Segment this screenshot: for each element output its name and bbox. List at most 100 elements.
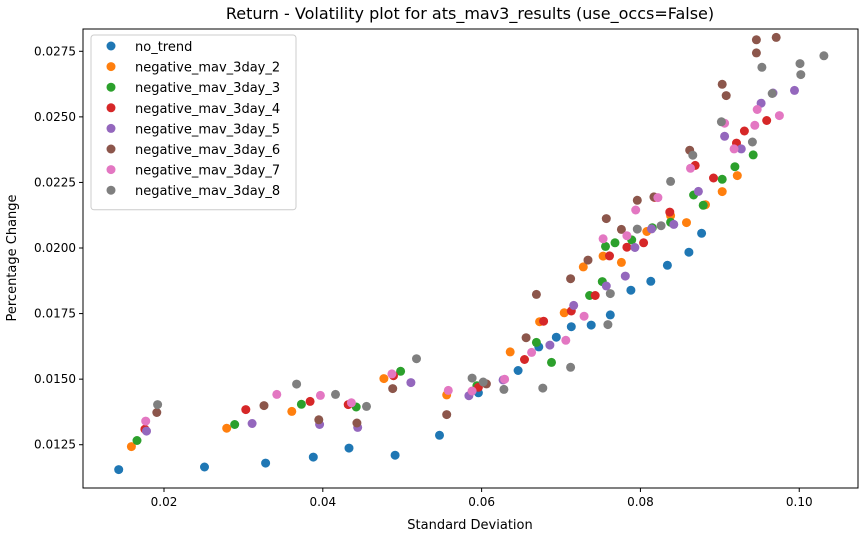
point-negative_mav_3day_8 xyxy=(632,224,642,234)
point-negative_mav_3day_3 xyxy=(730,162,740,172)
point-negative_mav_3day_8 xyxy=(412,354,421,364)
y-axis-label: Percentage Change xyxy=(5,194,20,321)
y-tick-label: 0.0225 xyxy=(34,175,76,189)
point-negative_mav_3day_6 xyxy=(721,91,731,101)
point-negative_mav_3day_6 xyxy=(442,410,452,420)
series-negative_mav_3day_8 xyxy=(153,51,829,411)
legend-label: negative_mav_3day_4 xyxy=(135,102,280,117)
x-tick-label: 0.02 xyxy=(151,495,178,509)
point-negative_mav_3day_5 xyxy=(630,243,640,252)
point-negative_mav_3day_3 xyxy=(531,337,541,347)
point-negative_mav_3day_4 xyxy=(665,207,675,217)
x-tick-label: 0.08 xyxy=(627,495,654,509)
point-negative_mav_3day_8 xyxy=(819,51,829,61)
series-negative_mav_3day_7 xyxy=(141,105,784,426)
point-negative_mav_3day_8 xyxy=(603,320,613,330)
point-negative_mav_3day_6 xyxy=(717,79,727,89)
legend-item: negative_mav_3day_5 xyxy=(106,122,280,137)
point-no_trend xyxy=(646,276,656,286)
point-negative_mav_3day_7 xyxy=(622,231,632,241)
point-no_trend xyxy=(662,260,672,270)
point-negative_mav_3day_8 xyxy=(796,70,806,80)
x-axis-label: Standard Deviation xyxy=(407,518,532,533)
x-axis-ticks: 0.02 0.04 0.06 0.08 0.10 xyxy=(151,488,813,509)
point-negative_mav_3day_8 xyxy=(767,89,777,98)
y-tick-label: 0.0275 xyxy=(34,44,76,58)
point-negative_mav_3day_5 xyxy=(736,144,746,154)
point-negative_mav_3day_8 xyxy=(656,221,666,231)
point-no_trend xyxy=(566,322,576,332)
y-axis-ticks: 0.0125 0.0150 0.0175 0.0200 0.0225 0.0250 0.02… xyxy=(34,44,83,452)
legend-label: negative_mav_3day_6 xyxy=(135,143,280,158)
point-negative_mav_3day_7 xyxy=(561,335,571,345)
point-negative_mav_3day_7 xyxy=(579,311,589,321)
point-negative_mav_3day_7 xyxy=(467,386,477,396)
point-negative_mav_3day_6 xyxy=(521,333,531,343)
point-negative_mav_3day_6 xyxy=(601,214,611,224)
point-negative_mav_3day_3 xyxy=(230,420,240,429)
point-negative_mav_3day_5 xyxy=(620,271,630,281)
point-no_trend xyxy=(344,443,354,453)
y-tick-label: 0.0250 xyxy=(34,110,76,124)
point-negative_mav_3day_4 xyxy=(241,405,251,415)
point-negative_mav_3day_6 xyxy=(583,255,593,265)
point-negative_mav_3day_4 xyxy=(590,291,600,300)
point-negative_mav_3day_7 xyxy=(631,205,641,215)
point-negative_mav_3day_6 xyxy=(616,224,626,234)
point-negative_mav_3day_7 xyxy=(315,390,325,400)
point-negative_mav_3day_8 xyxy=(499,384,509,394)
point-negative_mav_3day_7 xyxy=(774,111,784,121)
legend-item: negative_mav_3day_6 xyxy=(106,143,280,158)
point-negative_mav_3day_7 xyxy=(141,416,151,426)
plot-frame xyxy=(82,28,859,489)
point-negative_mav_3day_5 xyxy=(247,419,257,428)
point-negative_mav_3day_8 xyxy=(292,379,302,389)
legend-label: negative_mav_3day_7 xyxy=(135,164,280,179)
point-negative_mav_3day_4 xyxy=(539,316,549,326)
point-negative_mav_3day_2 xyxy=(222,423,232,433)
point-negative_mav_3day_6 xyxy=(259,401,269,411)
legend-label: no_trend xyxy=(135,40,192,55)
point-negative_mav_3day_6 xyxy=(771,32,781,42)
point-negative_mav_3day_7 xyxy=(752,105,762,114)
point-negative_mav_3day_8 xyxy=(666,176,676,186)
legend-label: negative_mav_3day_8 xyxy=(135,184,280,199)
point-negative_mav_3day_8 xyxy=(467,373,477,383)
point-negative_mav_3day_2 xyxy=(126,442,136,452)
point-negative_mav_3day_3 xyxy=(547,357,556,367)
point-negative_mav_3day_8 xyxy=(566,362,576,372)
point-negative_mav_3day_7 xyxy=(729,144,739,154)
point-negative_mav_3day_3 xyxy=(610,238,620,248)
point-negative_mav_3day_7 xyxy=(653,193,663,203)
legend-marker xyxy=(106,123,116,133)
legend-item: negative_mav_3day_7 xyxy=(106,164,280,179)
point-negative_mav_3day_8 xyxy=(747,137,757,147)
point-negative_mav_3day_7 xyxy=(443,385,453,395)
point-negative_mav_3day_4 xyxy=(709,173,718,183)
point-negative_mav_3day_4 xyxy=(305,396,315,406)
point-negative_mav_3day_6 xyxy=(152,408,162,417)
point-negative_mav_3day_3 xyxy=(396,366,406,376)
point-negative_mav_3day_6 xyxy=(751,35,761,45)
point-negative_mav_3day_5 xyxy=(669,219,679,229)
point-negative_mav_3day_5 xyxy=(647,224,656,234)
y-tick-label: 0.0150 xyxy=(34,372,76,386)
point-negative_mav_3day_2 xyxy=(287,406,297,416)
x-tick-label: 0.04 xyxy=(309,495,336,509)
point-negative_mav_3day_6 xyxy=(566,274,576,284)
point-negative_mav_3day_5 xyxy=(142,426,151,436)
legend-label: negative_mav_3day_3 xyxy=(135,81,280,96)
point-negative_mav_3day_8 xyxy=(331,389,340,399)
point-negative_mav_3day_3 xyxy=(601,241,610,251)
point-negative_mav_3day_7 xyxy=(686,163,695,173)
series-negative_mav_3day_6 xyxy=(152,32,781,428)
point-negative_mav_3day_8 xyxy=(605,289,615,299)
point-negative_mav_3day_3 xyxy=(132,436,142,445)
point-negative_mav_3day_7 xyxy=(527,347,537,357)
point-negative_mav_3day_7 xyxy=(346,398,356,408)
point-negative_mav_3day_6 xyxy=(751,48,761,58)
legend-marker xyxy=(106,62,116,72)
point-negative_mav_3day_8 xyxy=(716,117,726,127)
point-negative_mav_3day_7 xyxy=(598,234,608,244)
point-negative_mav_3day_3 xyxy=(296,399,306,409)
